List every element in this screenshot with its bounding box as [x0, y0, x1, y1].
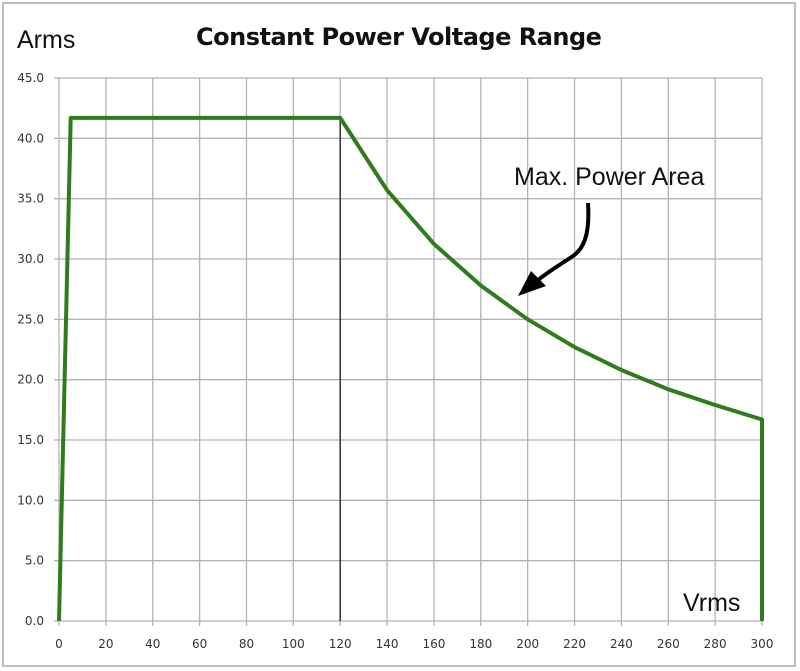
x-tick-label: 0: [55, 637, 63, 651]
y-tick-label: 40.0: [17, 131, 44, 145]
x-tick-label: 20: [98, 637, 113, 651]
x-tick-label: 80: [239, 637, 254, 651]
y-tick-label: 20.0: [17, 373, 44, 387]
x-tick-label: 40: [145, 637, 160, 651]
chart-title: Constant Power Voltage Range: [196, 23, 602, 51]
x-tick-label: 220: [563, 637, 586, 651]
y-axis-label: Arms: [17, 26, 76, 54]
y-tick-label: 15.0: [17, 433, 44, 447]
x-tick-label: 240: [610, 637, 633, 651]
y-tick-label: 0.0: [25, 614, 44, 628]
grid-lines: [54, 77, 763, 626]
y-tick-label: 35.0: [17, 192, 44, 206]
y-tick-label: 5.0: [25, 554, 44, 568]
y-tick-label: 45.0: [17, 71, 44, 85]
annotation-label: Max. Power Area: [514, 163, 704, 191]
y-tick-label: 25.0: [17, 312, 44, 326]
power-curve-line: [57, 115, 764, 622]
x-tick-label: 160: [422, 637, 445, 651]
x-tick-label: 120: [329, 637, 352, 651]
x-tick-label: 200: [516, 637, 539, 651]
annotation-arrow-icon: [518, 202, 591, 296]
x-tick-label: 140: [376, 637, 399, 651]
x-tick-label: 60: [192, 637, 207, 651]
axis-ticks: 0 20 40 60 80 100 120 140 160 180 200 220 240 260 280 3…: [17, 71, 773, 651]
x-tick-label: 300: [751, 637, 774, 651]
x-tick-label: 100: [282, 637, 305, 651]
y-tick-label: 10.0: [17, 493, 44, 507]
x-axis-label: Vrms: [683, 589, 740, 617]
x-tick-label: 180: [469, 637, 492, 651]
y-tick-label: 30.0: [17, 252, 44, 266]
x-tick-label: 260: [657, 637, 680, 651]
x-tick-label: 280: [704, 637, 727, 651]
